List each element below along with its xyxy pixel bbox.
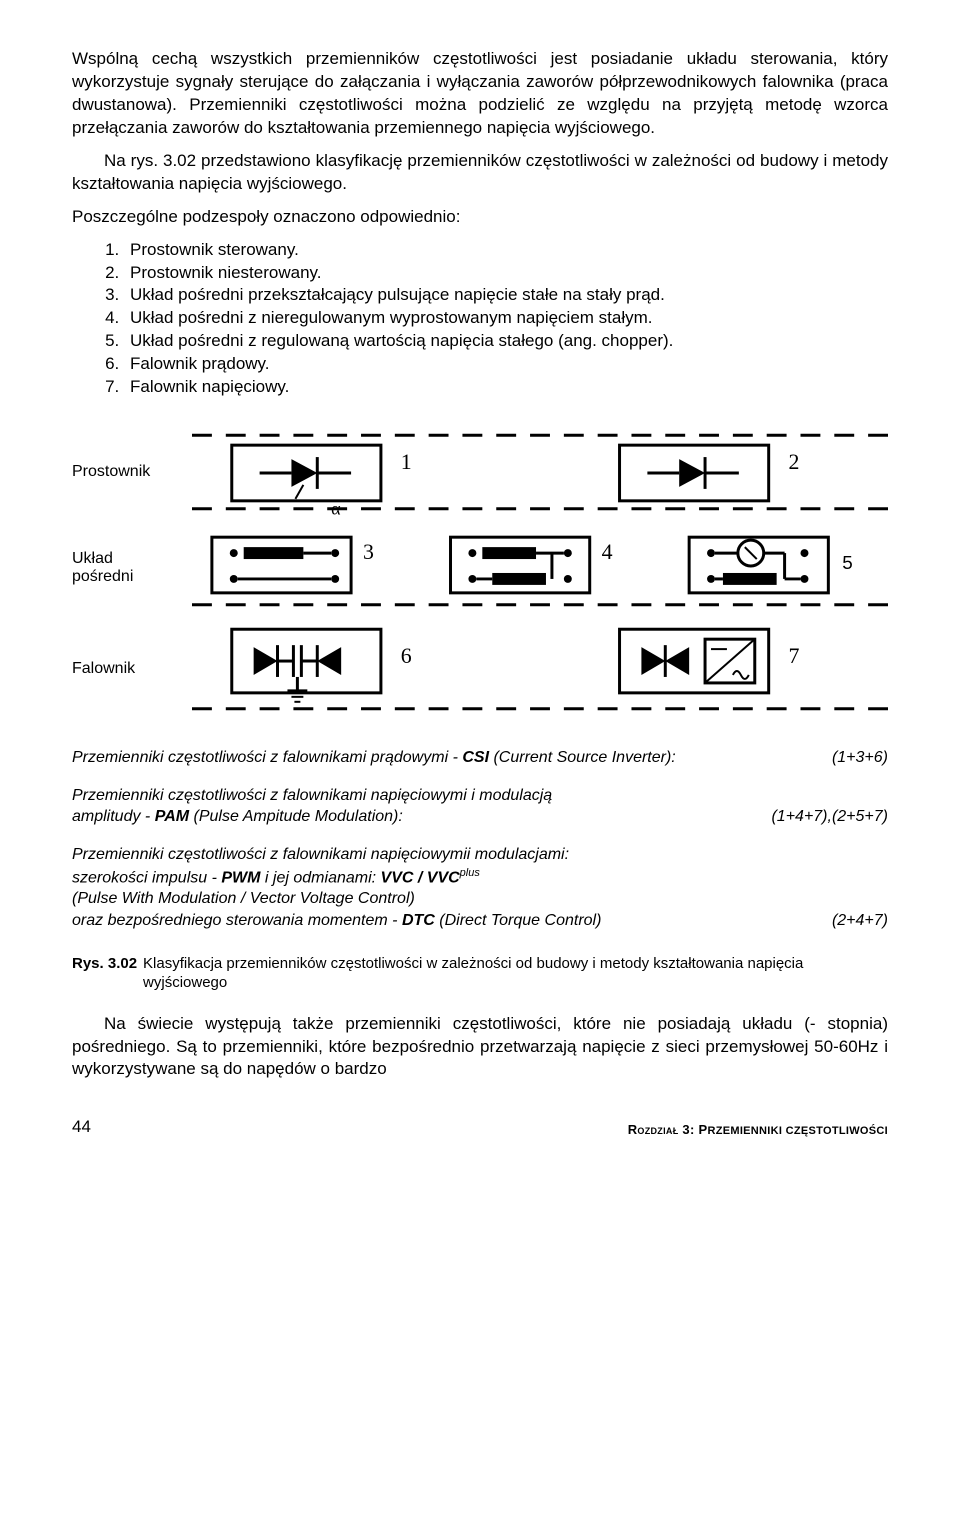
bold-abbrev: PAM <box>155 808 189 825</box>
diagram-row1-svg: α 1 2 <box>192 427 888 517</box>
text: Przemienniki częstotliwości z falownikam… <box>72 785 759 807</box>
text: oraz bezpośredniego sterowania momentem … <box>72 912 402 929</box>
caption-text: Klasyfikacja przemienników częstotliwośc… <box>143 954 888 993</box>
text: rzemienniki częstotliwości <box>707 1125 888 1137</box>
code: (1+4+7),(2+5+7) <box>771 806 888 828</box>
document-page: Wspólną cechą wszystkich przemienników c… <box>0 0 960 1169</box>
diagram-num-2: 2 <box>789 450 800 474</box>
text: Rozdział 3: P <box>628 1122 708 1137</box>
bold-abbrev: CSI <box>462 749 489 766</box>
code: (2+4+7) <box>832 910 888 932</box>
example-pam: Przemienniki częstotliwości z falownikam… <box>72 785 888 828</box>
text: szerokości impulsu - <box>72 869 221 886</box>
text: amplitudy - <box>72 808 155 825</box>
diagram-num-7: 7 <box>789 644 800 668</box>
bold-abbrev: VVC / VVC <box>381 869 460 886</box>
code: (1+3+6) <box>832 747 888 769</box>
bold-abbrev: PWM <box>221 869 260 886</box>
diagram-row2-svg: 3 4 <box>192 523 888 613</box>
text: (Current Source Inverter): <box>489 749 676 766</box>
list-item: Układ pośredni przekształcający pulsując… <box>124 284 888 307</box>
superscript: plus <box>460 867 480 879</box>
figure-caption: Rys. 3.02 Klasyfikacja przemienników czę… <box>72 954 888 993</box>
page-number: 44 <box>72 1117 91 1137</box>
classification-diagram: Prostownik α 1 <box>72 427 888 719</box>
list-item: Układ pośredni z nieregulowanym wyprosto… <box>124 307 888 330</box>
text: i jej odmianami: <box>260 869 380 886</box>
chapter-label: Rozdział 3: Przemienniki częstotliwości <box>628 1122 888 1137</box>
diagram-num-3: 3 <box>363 540 374 564</box>
text: (Pulse Ampitude Modulation): <box>189 808 403 825</box>
diagram-row3-svg: 6 7 <box>192 619 888 719</box>
component-list: Prostownik sterowany. Prostownik niester… <box>72 239 888 400</box>
paragraph-1: Wspólną cechą wszystkich przemienników c… <box>72 48 888 140</box>
paragraph-4: Na świecie występują także przemienniki … <box>72 1013 888 1082</box>
list-item: Prostownik sterowany. <box>124 239 888 262</box>
text: Przemienniki częstotliwości z falownikam… <box>72 749 462 766</box>
example-csi: Przemienniki częstotliwości z falownikam… <box>72 747 888 769</box>
diagram-label: Prostownik <box>72 463 182 481</box>
list-item: Falownik napięciowy. <box>124 376 888 399</box>
alpha-label: α <box>331 499 340 517</box>
text: (Pulse With Modulation / Vector Voltage … <box>72 888 820 910</box>
list-item: Prostownik niesterowany. <box>124 262 888 285</box>
list-item: Układ pośredni z regulowaną wartością na… <box>124 330 888 353</box>
diagram-num-1: 1 <box>401 450 412 474</box>
diagram-label: Układ pośredni <box>72 550 182 586</box>
diagram-label: Falownik <box>72 660 182 678</box>
list-item: Falownik prądowy. <box>124 353 888 376</box>
text: (Direct Torque Control) <box>435 912 602 929</box>
page-footer: 44 Rozdział 3: Przemienniki częstotliwoś… <box>72 1117 888 1137</box>
paragraph-2: Na rys. 3.02 przedstawiono klasyfikację … <box>72 150 888 196</box>
diagram-num-5: 5 <box>842 553 853 574</box>
caption-label: Rys. 3.02 <box>72 954 143 993</box>
text: Przemienniki częstotliwości z falownikam… <box>72 844 820 866</box>
examples-section: Przemienniki częstotliwości z falownikam… <box>72 747 888 931</box>
diagram-row-prostownik: Prostownik α 1 <box>72 427 888 517</box>
example-pwm: Przemienniki częstotliwości z falownikam… <box>72 844 888 932</box>
diagram-num-4: 4 <box>602 540 613 564</box>
bold-abbrev: DTC <box>402 912 435 929</box>
diagram-num-6: 6 <box>401 644 412 668</box>
diagram-row-falownik: Falownik 6 <box>72 619 888 719</box>
paragraph-3: Poszczególne podzespoły oznaczono odpowi… <box>72 206 888 229</box>
diagram-row-uklad: Układ pośredni 3 <box>72 523 888 613</box>
